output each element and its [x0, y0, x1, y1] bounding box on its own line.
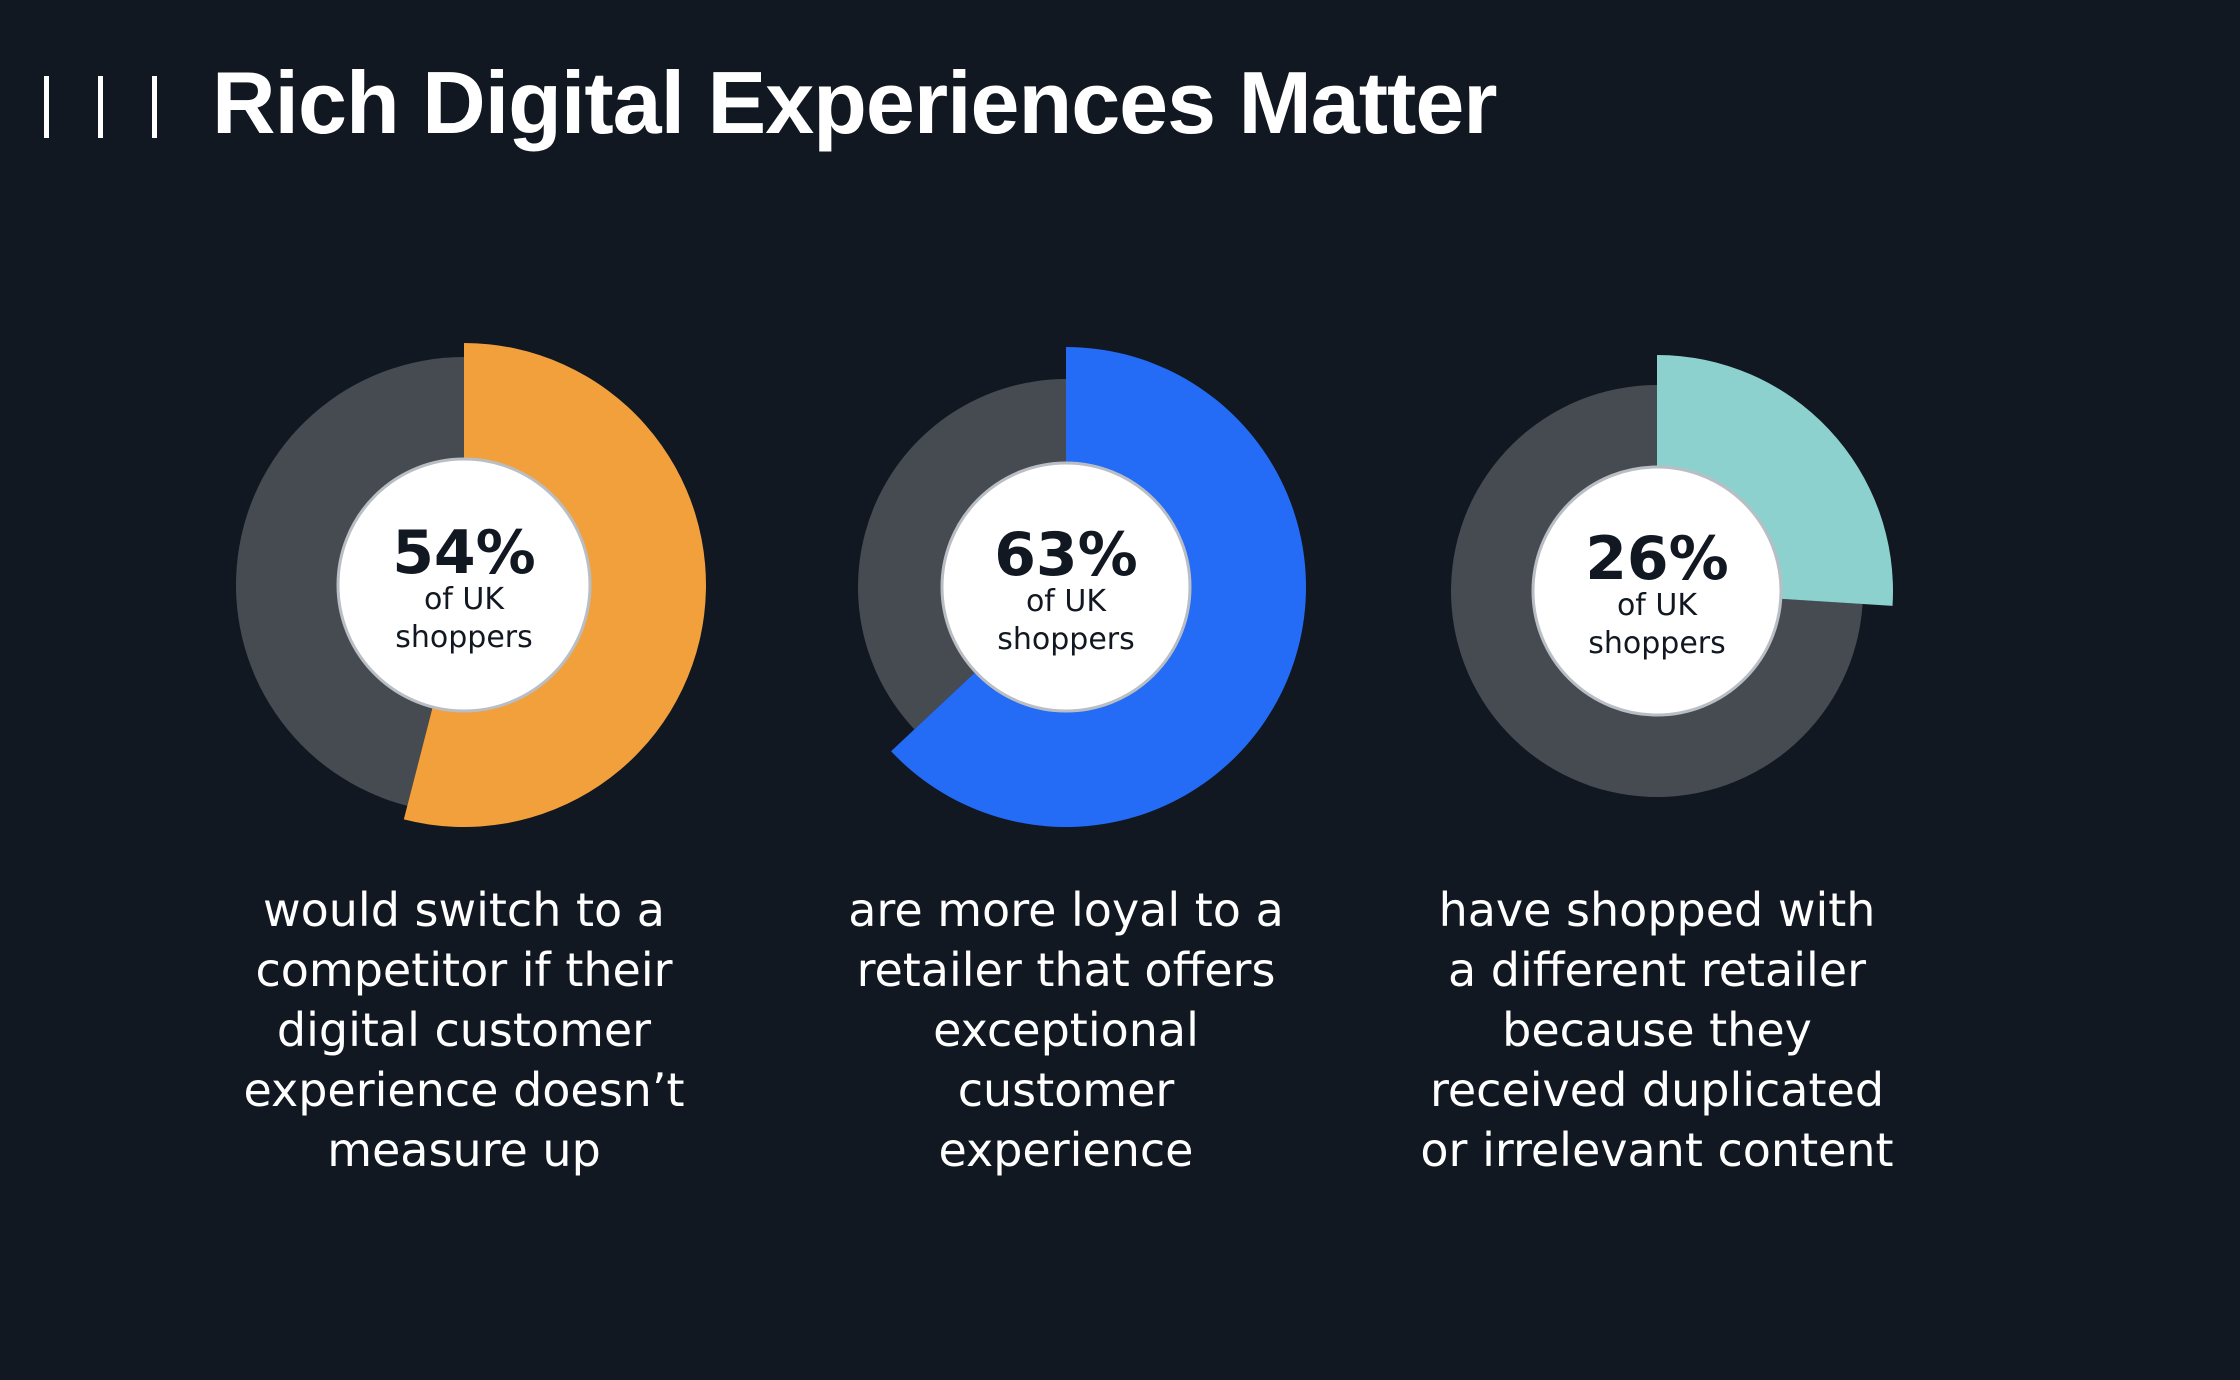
caption-line: received duplicated — [1429, 1063, 1885, 1117]
chart-caption-1: would switch to a competitor if their digi… — [204, 880, 724, 1180]
center-circle — [1531, 465, 1783, 717]
percentage-label: 63% — [994, 520, 1138, 590]
donut-chart-1: 54% of UK shoppers — [184, 305, 744, 865]
caption-line: exceptional — [933, 1003, 1199, 1057]
sub-label-line2: shoppers — [997, 622, 1135, 657]
chart-caption-3: have shopped with a different retailer bec… — [1397, 880, 1917, 1180]
caption-line: are more loyal to a — [848, 883, 1284, 937]
page-title: Rich Digital Experiences Matter — [212, 53, 1498, 152]
center-circle — [940, 461, 1192, 713]
sub-label-line1: of UK — [1617, 588, 1698, 623]
percentage-label: 26% — [1585, 524, 1729, 594]
caption-line: or irrelevant content — [1420, 1123, 1894, 1177]
caption-line: because they — [1502, 1003, 1812, 1057]
caption-line: a different retailer — [1448, 943, 1866, 997]
caption-line: experience doesn’t — [243, 1063, 685, 1117]
donut-chart-3: 26% of UK shoppers — [1377, 311, 1937, 871]
caption-line: retailer that offers — [856, 943, 1276, 997]
caption-line: experience — [938, 1123, 1194, 1177]
sub-label-line2: shoppers — [1588, 626, 1726, 661]
sub-label-line1: of UK — [1026, 584, 1107, 619]
chart-caption-2: are more loyal to a retailer that offers e… — [806, 880, 1326, 1180]
caption-line: have shopped with — [1438, 883, 1876, 937]
percentage-label: 54% — [392, 518, 536, 588]
donut-chart-2: 63% of UK shoppers — [786, 307, 1346, 867]
caption-line: measure up — [327, 1123, 601, 1177]
triple-vertical-bars-icon — [44, 76, 164, 138]
caption-line: digital customer — [276, 1003, 652, 1057]
caption-line: competitor if their — [255, 943, 673, 997]
caption-line: customer — [957, 1063, 1175, 1117]
center-circle — [336, 457, 592, 713]
sub-label-line1: of UK — [424, 582, 505, 617]
caption-line: would switch to a — [263, 883, 665, 937]
sub-label-line2: shoppers — [395, 620, 533, 655]
